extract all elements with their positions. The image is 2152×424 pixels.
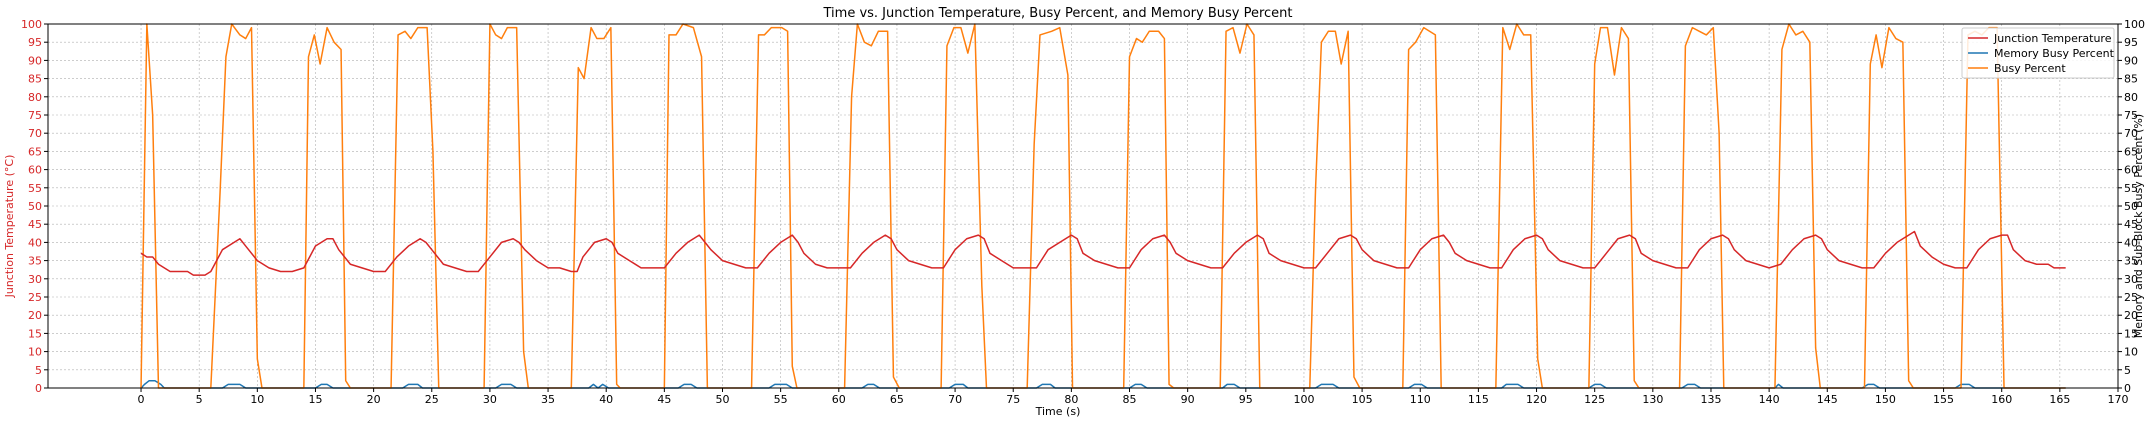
x-tick-label: 0 (138, 393, 145, 406)
y-right-tick-label: 45 (2124, 218, 2138, 231)
x-tick-label: 165 (2049, 393, 2070, 406)
y-left-tick-label: 45 (28, 218, 42, 231)
x-tick-label: 90 (1181, 393, 1195, 406)
y-left-tick-label: 5 (35, 364, 42, 377)
y-axis-right: 0 5 10 15 20 25 30 35 40 45 50 55 60 65 70 75 80 85 90 95 10… (2118, 18, 2145, 395)
y-axis-left: 0 5 10 15 20 25 30 35 40 45 50 55 60 65 70 75 80 85 90 95 10… (21, 18, 48, 395)
x-tick-label: 125 (1584, 393, 1605, 406)
legend: Junction Temperature Memory Busy Percent B… (1961, 27, 2115, 79)
x-tick-label: 5 (196, 393, 203, 406)
x-tick-label: 65 (890, 393, 904, 406)
x-tick-label: 80 (1064, 393, 1078, 406)
series-line-junction-temperature (140, 230, 2066, 276)
legend-label: Busy Percent (1994, 62, 2066, 75)
y-left-tick-label: 0 (35, 382, 42, 395)
y-left-tick-label: 70 (28, 127, 42, 140)
x-tick-label: 30 (483, 393, 497, 406)
y-right-tick-label: 55 (2124, 182, 2138, 195)
x-tick-label: 40 (599, 393, 613, 406)
y-left-tick-label: 90 (28, 54, 42, 67)
x-tick-label: 95 (1239, 393, 1253, 406)
y-right-tick-label: 40 (2124, 236, 2138, 249)
y-right-tick-label: 100 (2124, 18, 2145, 31)
x-tick-label: 105 (1352, 393, 1373, 406)
x-tick-label: 60 (832, 393, 846, 406)
x-tick-label: 135 (1700, 393, 1721, 406)
x-tick-label: 140 (1759, 393, 1780, 406)
x-tick-label: 25 (425, 393, 439, 406)
y-left-tick-label: 10 (28, 346, 42, 359)
x-tick-label: 120 (1526, 393, 1547, 406)
x-axis-label: Time (s) (1035, 405, 1081, 418)
y-left-tick-label: 60 (28, 164, 42, 177)
y-right-tick-label: 85 (2124, 73, 2138, 86)
y-left-tick-label: 95 (28, 36, 42, 49)
x-tick-label: 110 (1410, 393, 1431, 406)
x-tick-label: 75 (1006, 393, 1020, 406)
y-left-tick-label: 30 (28, 273, 42, 286)
y-right-tick-label: 20 (2124, 309, 2138, 322)
legend-label: Memory Busy Percent (1994, 47, 2115, 60)
legend-label: Junction Temperature (1993, 32, 2112, 45)
y-left-tick-label: 55 (28, 182, 42, 195)
x-tick-label: 35 (541, 393, 555, 406)
x-tick-label: 145 (1817, 393, 1838, 406)
y-right-tick-label: 0 (2124, 382, 2131, 395)
y-right-tick-label: 90 (2124, 54, 2138, 67)
y-left-tick-label: 100 (21, 18, 42, 31)
x-tick-label: 100 (1293, 393, 1314, 406)
y-left-tick-label: 35 (28, 255, 42, 268)
chart-title: Time vs. Junction Temperature, Busy Perc… (823, 6, 1293, 21)
x-tick-label: 50 (715, 393, 729, 406)
x-tick-label: 155 (1933, 393, 1954, 406)
y-right-tick-label: 5 (2124, 364, 2131, 377)
x-tick-label: 170 (2108, 393, 2129, 406)
x-tick-label: 85 (1123, 393, 1137, 406)
x-tick-label: 45 (657, 393, 671, 406)
y-right-tick-label: 95 (2124, 36, 2138, 49)
y-left-tick-label: 80 (28, 91, 42, 104)
y-left-tick-label: 50 (28, 200, 42, 213)
y-left-tick-label: 85 (28, 73, 42, 86)
y-right-tick-label: 65 (2124, 145, 2138, 158)
y-right-tick-label: 30 (2124, 273, 2138, 286)
legend-box (1961, 27, 2115, 79)
y-right-tick-label: 10 (2124, 346, 2138, 359)
series-line-busy-percent (140, 23, 2066, 389)
x-tick-label: 130 (1642, 393, 1663, 406)
y-right-tick-label: 60 (2124, 164, 2138, 177)
y-left-tick-label: 20 (28, 309, 42, 322)
x-tick-label: 115 (1468, 393, 1489, 406)
y-left-tick-label: 65 (28, 145, 42, 158)
x-tick-label: 70 (948, 393, 962, 406)
y-left-tick-label: 75 (28, 109, 42, 122)
y-right-tick-label: 15 (2124, 327, 2138, 340)
y-left-tick-label: 40 (28, 236, 42, 249)
x-axis: 0 5 10 15 20 25 30 35 40 45 50 55 60 65 70 75 80 85 90 95 10… (138, 388, 2129, 406)
x-tick-label: 55 (774, 393, 788, 406)
x-tick-label: 150 (1875, 393, 1896, 406)
y-right-tick-label: 50 (2124, 200, 2138, 213)
y-axis-right-label: Memory and Sub-Block Busy Percent (%) (2132, 114, 2145, 338)
x-tick-label: 15 (308, 393, 322, 406)
y-right-tick-label: 80 (2124, 91, 2138, 104)
y-right-tick-label: 35 (2124, 255, 2138, 268)
y-axis-left-label: Junction Temperature (°C) (3, 155, 16, 299)
x-tick-label: 160 (1991, 393, 2012, 406)
y-right-tick-label: 75 (2124, 109, 2138, 122)
y-right-tick-label: 25 (2124, 291, 2138, 304)
y-left-tick-label: 25 (28, 291, 42, 304)
x-tick-label: 10 (250, 393, 264, 406)
y-right-tick-label: 70 (2124, 127, 2138, 140)
y-left-tick-label: 15 (28, 327, 42, 340)
x-tick-label: 20 (367, 393, 381, 406)
